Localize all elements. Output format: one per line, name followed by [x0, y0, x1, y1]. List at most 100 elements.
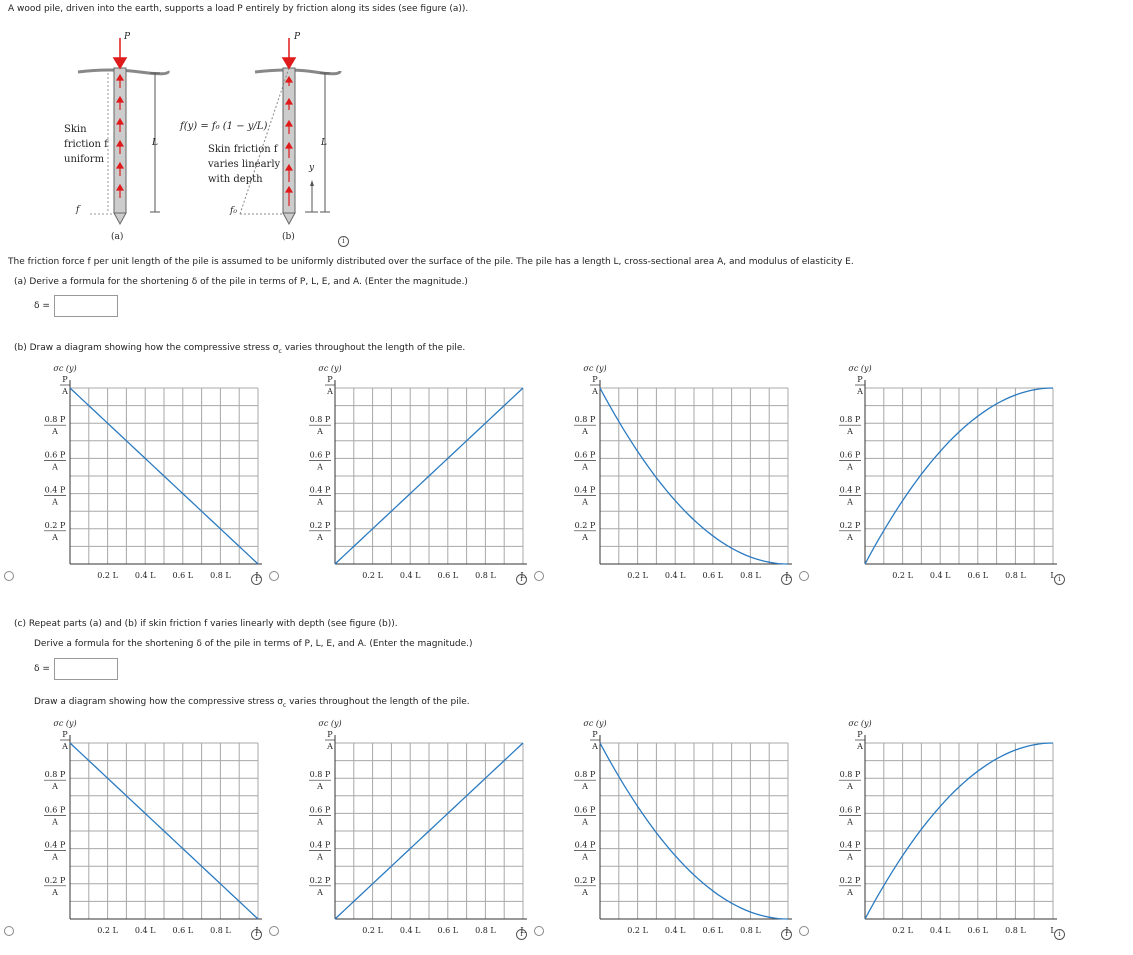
y-axis-title: σc (y) [53, 719, 76, 728]
y-tick-top-den: A [591, 742, 598, 751]
radio-b-option-4[interactable] [799, 571, 809, 581]
y-tick-num: 0.2 P [575, 521, 596, 530]
part-a-delta-label: δ = [34, 301, 50, 311]
info-icon-b-2[interactable]: i [516, 574, 527, 585]
y-label-b: y [309, 163, 315, 173]
x-tick-label: 0.2 L [892, 571, 913, 580]
x-tick-label: 0.4 L [135, 926, 156, 935]
y-tick-num: 0.2 P [310, 521, 331, 530]
stress-curve [864, 387, 1054, 565]
stress-diagram-b-option-1: σc (y)PA0.8 PA0.6 PA0.4 PA0.2 PA0.2 L 0.4… [44, 364, 262, 580]
stress-curve [69, 387, 259, 565]
stress-diagram-b-option-4: σc (y)PA0.8 PA0.6 PA0.4 PA0.2 PA0.2 L 0.4… [839, 364, 1057, 580]
y-tick-num: 0.2 P [310, 876, 331, 885]
info-icon-c-3[interactable]: i [781, 929, 792, 940]
y-tick-num: 0.4 P [310, 486, 331, 495]
y-tick-den: A [581, 817, 588, 826]
radio-c-option-4[interactable] [799, 926, 809, 936]
info-icon-c-4[interactable]: i [1054, 929, 1065, 940]
y-tick-num: 0.4 P [45, 486, 66, 495]
y-tick-den: A [846, 427, 853, 436]
info-icon[interactable]: i [338, 236, 349, 247]
skin-text-b-3: with depth [208, 174, 263, 185]
info-icon-b-4[interactable]: i [1054, 574, 1065, 585]
info-icon-b-3[interactable]: i [781, 574, 792, 585]
y-tick-den: A [51, 817, 58, 826]
friction-arrows-b [284, 75, 294, 206]
y-axis-title: σc (y) [318, 719, 341, 728]
radio-b-option-2[interactable] [269, 571, 279, 581]
y-tick-den: A [581, 427, 588, 436]
y-tick-num: 0.6 P [45, 450, 66, 459]
y-tick-den: A [316, 533, 323, 542]
y-tick-top-den: A [591, 387, 598, 396]
stress-curve [334, 387, 524, 565]
x-tick-label: 0.4 L [930, 926, 951, 935]
y-tick-top-num: P [857, 730, 863, 739]
part-a-answer-input[interactable] [54, 295, 118, 317]
radio-c-option-2[interactable] [269, 926, 279, 936]
part-c-prompt: (c) Repeat parts (a) and (b) if skin fri… [14, 619, 398, 629]
x-tick-label: 0.4 L [400, 926, 421, 935]
radio-b-option-1[interactable] [4, 571, 14, 581]
x-tick-label: 0.2 L [362, 571, 383, 580]
y-tick-top-den: A [326, 742, 333, 751]
stress-curve [599, 742, 789, 920]
friction-label-a: f [76, 205, 80, 215]
grid [69, 387, 259, 565]
info-icon-c-1[interactable]: i [251, 929, 262, 940]
x-tick-label: 0.6 L [703, 926, 724, 935]
length-label-a: L [152, 138, 158, 148]
y-tick-top-num: P [592, 730, 598, 739]
x-tick-label: 0.6 L [968, 571, 989, 580]
x-tick-label: 0.8 L [740, 571, 761, 580]
part-c-delta-label: δ = [34, 664, 50, 674]
stress-diagram-b-option-3: σc (y)PA0.8 PA0.6 PA0.4 PA0.2 PA0.2 L 0.4… [574, 364, 792, 580]
grid [864, 387, 1054, 565]
y-tick-num: 0.8 P [575, 770, 596, 779]
x-tick-label: 0.4 L [930, 571, 951, 580]
intro-text: A wood pile, driven into the earth, supp… [8, 4, 469, 14]
x-tick-label: L [1050, 926, 1056, 935]
y-axis-title: σc (y) [318, 364, 341, 373]
y-tick-den: A [316, 888, 323, 897]
stress-diagram-c-option-2: σc (y)PA0.8 PA0.6 PA0.4 PA0.2 PA0.2 L 0.4… [309, 719, 527, 935]
stress-curve [69, 742, 259, 920]
y-axis-title: σc (y) [848, 719, 871, 728]
x-tick-label: 0.8 L [1005, 571, 1026, 580]
stress-curve [334, 742, 524, 920]
part-c-answer-input[interactable] [54, 658, 118, 680]
x-tick-label: L [1050, 571, 1056, 580]
y-tick-den: A [51, 427, 58, 436]
y-tick-num: 0.4 P [310, 841, 331, 850]
x-tick-label: 0.2 L [627, 571, 648, 580]
friction-arrows-a [115, 73, 125, 198]
x-tick-label: 0.6 L [438, 926, 459, 935]
y-tick-den: A [51, 853, 58, 862]
y-tick-den: A [51, 462, 58, 471]
y-tick-num: 0.4 P [840, 841, 861, 850]
y-tick-num: 0.6 P [840, 805, 861, 814]
x-tick-label: 0.8 L [210, 571, 231, 580]
stress-diagram-c-option-4: σc (y)PA0.8 PA0.6 PA0.4 PA0.2 PA0.2 L 0.4… [839, 719, 1057, 935]
y-tick-den: A [846, 888, 853, 897]
info-icon-b-1[interactable]: i [251, 574, 262, 585]
grid [864, 742, 1054, 920]
load-label-a: P [124, 32, 131, 42]
y-tick-den: A [846, 817, 853, 826]
y-tick-top-num: P [62, 375, 68, 384]
y-tick-den: A [316, 498, 323, 507]
x-tick-label: 0.4 L [665, 926, 686, 935]
y-tick-den: A [581, 853, 588, 862]
info-icon-c-2[interactable]: i [516, 929, 527, 940]
x-tick-label: 0.6 L [438, 571, 459, 580]
y-tick-den: A [316, 853, 323, 862]
y-tick-num: 0.2 P [575, 876, 596, 885]
radio-c-option-3[interactable] [534, 926, 544, 936]
radio-b-option-3[interactable] [534, 571, 544, 581]
x-tick-label: 0.8 L [740, 926, 761, 935]
y-tick-num: 0.8 P [45, 415, 66, 424]
radio-c-option-1[interactable] [4, 926, 14, 936]
x-tick-label: 0.4 L [400, 571, 421, 580]
y-tick-den: A [846, 462, 853, 471]
